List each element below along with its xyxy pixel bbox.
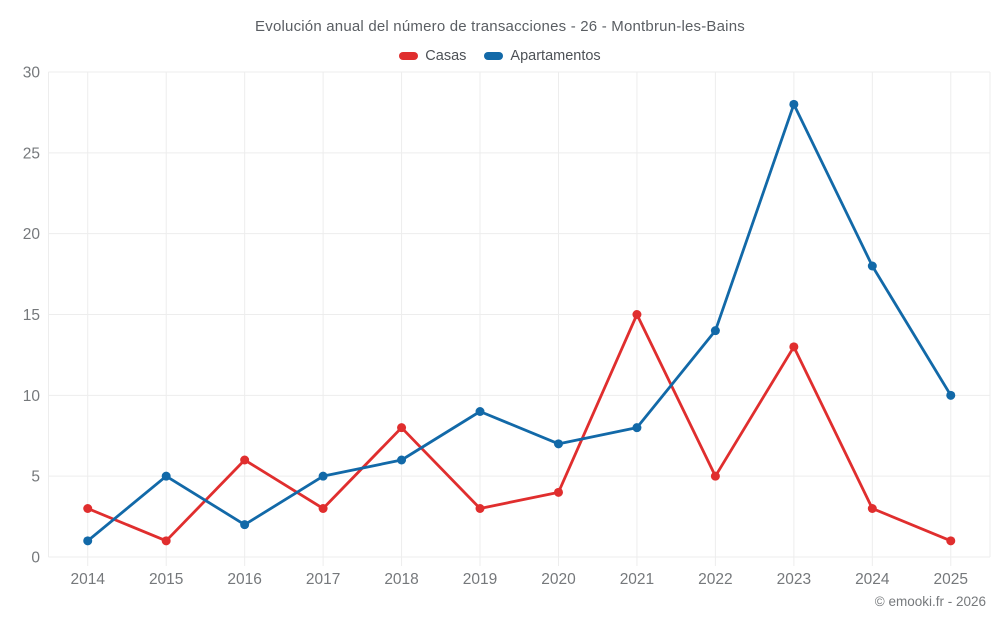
y-tick-label: 25 bbox=[23, 145, 40, 162]
y-tick-label: 0 bbox=[31, 550, 40, 567]
data-point-casas[interactable] bbox=[710, 471, 720, 481]
data-point-apartamentos[interactable] bbox=[161, 471, 171, 481]
x-tick-label: 2024 bbox=[855, 571, 890, 588]
data-point-casas[interactable] bbox=[83, 504, 93, 513]
legend-item-apartamentos[interactable]: Apartamentos bbox=[484, 48, 601, 64]
x-tick-label: 2022 bbox=[698, 571, 732, 588]
x-tick-label: 2023 bbox=[777, 571, 811, 588]
data-point-apartamentos[interactable] bbox=[83, 536, 93, 546]
x-tick-label: 2019 bbox=[463, 571, 497, 588]
data-point-apartamentos[interactable] bbox=[710, 326, 720, 336]
data-point-apartamentos[interactable] bbox=[789, 99, 799, 109]
data-point-casas[interactable] bbox=[161, 536, 171, 546]
data-point-apartamentos[interactable] bbox=[475, 407, 485, 416]
y-tick-label: 30 bbox=[23, 65, 41, 82]
data-point-apartamentos[interactable] bbox=[946, 390, 956, 400]
data-point-casas[interactable] bbox=[553, 487, 563, 497]
x-tick-label: 2018 bbox=[384, 571, 418, 588]
legend-item-casas[interactable]: Casas bbox=[399, 48, 466, 64]
x-tick-label: 2021 bbox=[620, 571, 654, 588]
data-point-apartamentos[interactable] bbox=[867, 261, 877, 271]
data-point-apartamentos[interactable] bbox=[553, 439, 563, 449]
data-point-casas[interactable] bbox=[946, 536, 956, 546]
data-point-casas[interactable] bbox=[632, 310, 642, 319]
data-point-casas[interactable] bbox=[867, 504, 877, 513]
data-point-casas[interactable] bbox=[789, 342, 799, 352]
series-line-casas bbox=[86, 313, 953, 543]
data-point-casas[interactable] bbox=[475, 504, 485, 513]
data-point-casas[interactable] bbox=[318, 504, 328, 513]
legend-swatch-apartamentos-icon bbox=[484, 52, 504, 60]
data-point-casas[interactable] bbox=[240, 455, 250, 465]
x-tick-label: 2015 bbox=[149, 571, 183, 588]
data-point-apartamentos[interactable] bbox=[318, 471, 328, 481]
data-point-apartamentos[interactable] bbox=[397, 455, 407, 465]
data-point-apartamentos[interactable] bbox=[240, 520, 250, 530]
x-tick-label: 2020 bbox=[541, 571, 576, 588]
legend-swatch-casas-icon bbox=[399, 52, 419, 60]
chart-title: Evolución anual del número de transaccio… bbox=[255, 18, 745, 35]
data-point-casas[interactable] bbox=[397, 423, 407, 433]
x-tick-label: 2016 bbox=[227, 571, 261, 588]
y-tick-label: 5 bbox=[31, 469, 40, 486]
x-tick-label: 2014 bbox=[70, 571, 105, 588]
y-tick-label: 15 bbox=[23, 307, 40, 324]
series-line-apartamentos bbox=[86, 102, 953, 543]
legend: Casas Apartamentos bbox=[0, 48, 1000, 64]
data-point-apartamentos[interactable] bbox=[632, 423, 642, 433]
x-tick-label: 2025 bbox=[934, 571, 968, 588]
y-tick-label: 10 bbox=[23, 388, 41, 405]
legend-label-apartamentos: Apartamentos bbox=[510, 48, 601, 64]
x-tick-label: 2017 bbox=[306, 571, 340, 588]
watermark: © emooki.fr - 2026 bbox=[874, 594, 986, 609]
y-tick-label: 20 bbox=[23, 226, 41, 243]
legend-label-casas: Casas bbox=[425, 48, 467, 64]
